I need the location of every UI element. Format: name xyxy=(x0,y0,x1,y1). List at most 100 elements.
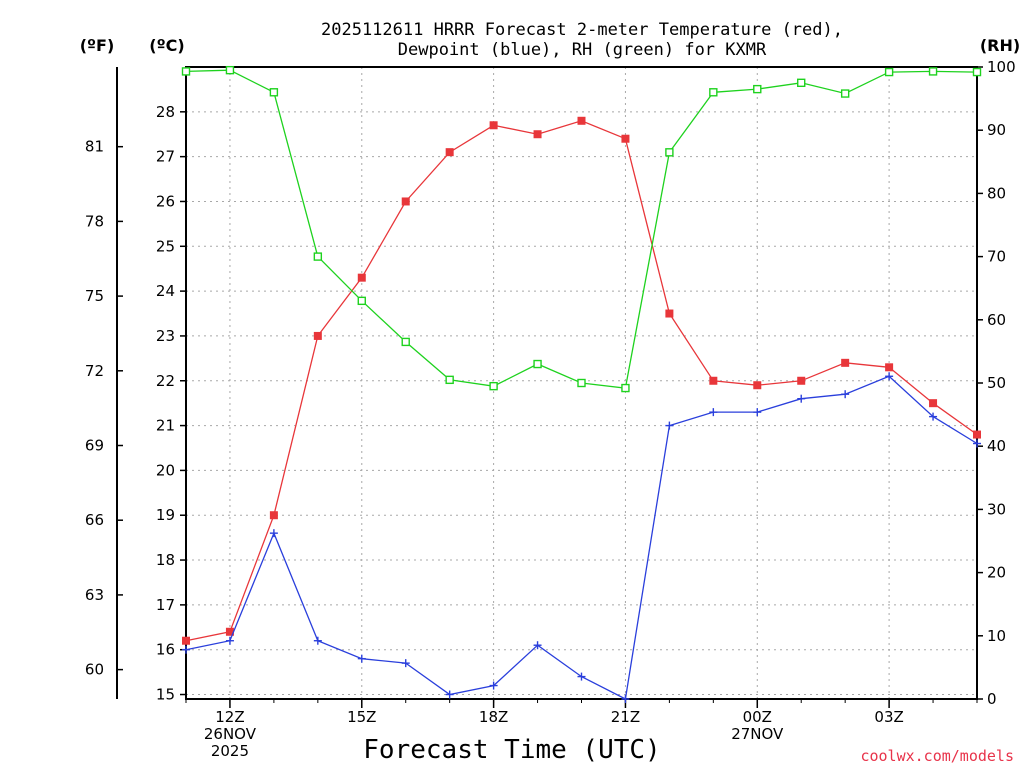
dewpoint-point xyxy=(753,408,762,417)
dewpoint-point xyxy=(269,529,278,538)
rh-point xyxy=(489,381,498,391)
temperature-point xyxy=(841,358,850,367)
fahrenheit-tick-label: 66 xyxy=(85,511,104,529)
rh-point xyxy=(928,67,938,76)
dewpoint-point xyxy=(665,421,674,430)
rh-unit-label: (RH) xyxy=(980,36,1020,55)
rh-tick-label: 20 xyxy=(987,564,1006,582)
x-tick-label: 2025 xyxy=(211,742,249,760)
rh-point xyxy=(181,67,191,76)
dewpoint-point xyxy=(885,372,894,381)
temperature-point xyxy=(313,331,322,340)
celsius-tick-label: 28 xyxy=(156,103,175,121)
rh-point xyxy=(533,359,542,369)
temperature-point xyxy=(533,130,542,139)
dewpoint-point xyxy=(709,408,718,417)
dewpoint-point xyxy=(577,672,586,681)
series-dewpoint xyxy=(182,372,981,703)
rh-point xyxy=(972,67,982,77)
fahrenheit-tick-label: 81 xyxy=(85,138,104,156)
rh-point xyxy=(665,148,674,157)
fahrenheit-tick-label: 78 xyxy=(85,212,104,230)
rh-point xyxy=(313,252,323,261)
rh-tick-label: 30 xyxy=(987,500,1006,518)
x-tick-label: 18Z xyxy=(479,708,508,726)
temperature-point xyxy=(797,376,806,385)
temperature-point xyxy=(885,363,894,372)
temperature-point xyxy=(973,430,981,439)
credit-text: coolwx.com/models xyxy=(860,747,1014,765)
fahrenheit-tick-label: 63 xyxy=(85,586,104,604)
rh-tick-label: 10 xyxy=(987,627,1006,645)
rh-tick-label: 80 xyxy=(987,184,1006,202)
celsius-tick-label: 15 xyxy=(156,686,175,704)
celsius-tick-label: 17 xyxy=(156,596,175,614)
rh-point xyxy=(357,296,366,306)
x-tick-label: 27NOV xyxy=(731,725,784,743)
dewpoint-point xyxy=(313,636,322,645)
dewpoint-point xyxy=(182,645,190,654)
rh-point xyxy=(225,65,235,75)
celsius-tick-label: 26 xyxy=(156,192,175,210)
axes: 15 16 17 18 19 20 21 22 23 24 25 26 27 28 60 63 66 69 72 75… xyxy=(85,58,1016,760)
temperature-point xyxy=(489,121,498,130)
dewpoint-point xyxy=(401,659,410,668)
data-series xyxy=(181,65,982,703)
chart-title-line-2: Dewpoint (blue), RH (green) for KXMR xyxy=(398,40,767,60)
dewpoint-point xyxy=(357,654,366,663)
celsius-tick-label: 22 xyxy=(156,372,175,390)
x-tick-label: 00Z xyxy=(743,708,772,726)
series-rh xyxy=(181,65,982,393)
celsius-tick-label: 18 xyxy=(156,551,175,569)
rh-point xyxy=(709,88,718,97)
dewpoint-point xyxy=(841,390,850,399)
rh-point xyxy=(884,67,894,77)
fahrenheit-tick-label: 69 xyxy=(85,437,104,455)
rh-point xyxy=(753,84,762,94)
fahrenheit-tick-label: 75 xyxy=(85,287,104,305)
celsius-tick-label: 23 xyxy=(156,327,175,345)
dewpoint-point xyxy=(489,681,498,690)
celsius-tick-label: 27 xyxy=(156,148,175,166)
rh-point xyxy=(621,383,630,393)
temperature-point xyxy=(753,381,762,390)
dewpoint-point xyxy=(929,412,938,421)
fahrenheit-tick-label: 72 xyxy=(85,362,104,380)
dewpoint-point xyxy=(973,439,981,448)
celsius-tick-label: 24 xyxy=(156,282,175,300)
rh-tick-label: 0 xyxy=(987,690,997,708)
temperature-point xyxy=(269,511,278,520)
rh-point xyxy=(401,337,410,347)
rh-tick-label: 90 xyxy=(987,121,1006,139)
celsius-tick-label: 19 xyxy=(156,506,175,524)
temperature-point xyxy=(577,116,586,125)
fahrenheit-unit-label: (ºF) xyxy=(80,36,115,55)
dewpoint-point xyxy=(445,690,454,699)
temperature-point xyxy=(665,309,674,318)
dewpoint-line xyxy=(185,375,978,700)
x-tick-label: 12Z xyxy=(215,708,244,726)
dewpoint-point xyxy=(621,695,630,703)
celsius-tick-label: 21 xyxy=(156,417,175,435)
x-tick-label: 21Z xyxy=(611,708,640,726)
temperature-point xyxy=(709,376,718,385)
rh-point xyxy=(445,375,454,385)
temperature-point xyxy=(401,197,410,206)
celsius-tick-label: 25 xyxy=(156,237,175,255)
rh-tick-label: 100 xyxy=(987,58,1016,76)
rh-tick-label: 40 xyxy=(987,437,1006,455)
temperature-point xyxy=(182,636,190,645)
celsius-tick-label: 20 xyxy=(156,461,175,479)
temperature-point xyxy=(621,134,630,143)
dewpoint-point xyxy=(225,636,234,645)
x-axis-label: Forecast Time (UTC) xyxy=(363,735,660,765)
rh-tick-label: 50 xyxy=(987,374,1006,392)
dewpoint-point xyxy=(797,394,806,403)
chart-title-line-1: 2025112611 HRRR Forecast 2-meter Tempera… xyxy=(321,20,843,40)
rh-tick-label: 60 xyxy=(987,311,1006,329)
rh-tick-label: 70 xyxy=(987,248,1006,266)
x-tick-label: 15Z xyxy=(347,708,376,726)
celsius-unit-label: (ºC) xyxy=(149,36,184,55)
dewpoint-point xyxy=(533,641,542,650)
